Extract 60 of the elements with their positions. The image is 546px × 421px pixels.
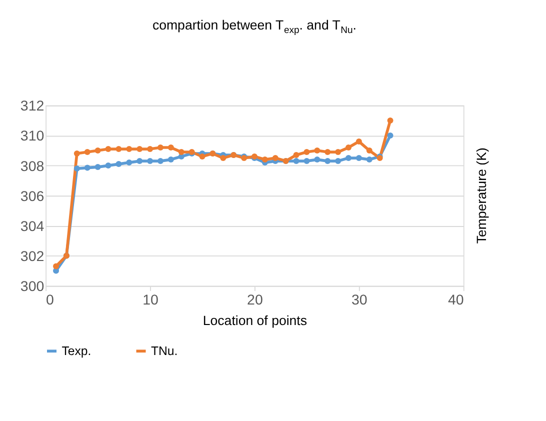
point [147,158,154,164]
point [105,146,112,152]
legend-label: Texp. [62,344,92,358]
y-tick-label: 300 [20,279,44,296]
y-tick-label: 312 [20,98,44,115]
point [262,156,268,163]
point [84,149,90,156]
point [168,144,174,151]
point [314,148,320,154]
point [126,146,132,152]
point [94,148,101,154]
x-tick-label: 40 [448,292,464,308]
y-tick-label: 310 [20,128,44,145]
point [157,144,164,151]
y-tick-label: 306 [20,188,44,205]
point [53,263,60,270]
point [84,164,90,171]
point [304,158,310,164]
point [335,149,342,156]
point [324,158,331,164]
point [178,149,184,156]
point [74,166,80,172]
point [147,146,154,152]
point [136,158,143,164]
point [304,149,310,156]
point [105,162,112,169]
point [356,155,362,162]
point [356,138,362,144]
point [345,155,352,162]
point [387,117,394,124]
x-tick-label: 10 [142,292,158,308]
point [366,148,372,154]
point [335,158,342,164]
x-tick-label: 20 [247,292,263,308]
point [199,154,206,160]
point [116,161,122,168]
x-axis-title: Location of points [202,313,308,328]
y-axis-title: Temperature (K) [474,148,490,244]
point [345,144,352,151]
point [136,146,143,152]
point [293,158,300,164]
point [387,132,394,138]
y-tick-label: 302 [20,248,44,265]
x-tick-label: 0 [46,292,54,308]
point [220,155,226,162]
y-tick-label: 308 [20,158,44,175]
x-tick-label: 30 [351,292,368,308]
point [94,164,101,170]
point [116,146,122,152]
point [74,150,80,157]
legend-label: TNu. [150,344,178,358]
y-tick-label: 304 [20,218,44,235]
point [324,149,331,156]
point [366,156,372,163]
point [126,160,132,166]
point [157,158,164,164]
point [293,152,300,158]
point [314,156,320,163]
point [168,156,174,163]
point [272,155,278,162]
